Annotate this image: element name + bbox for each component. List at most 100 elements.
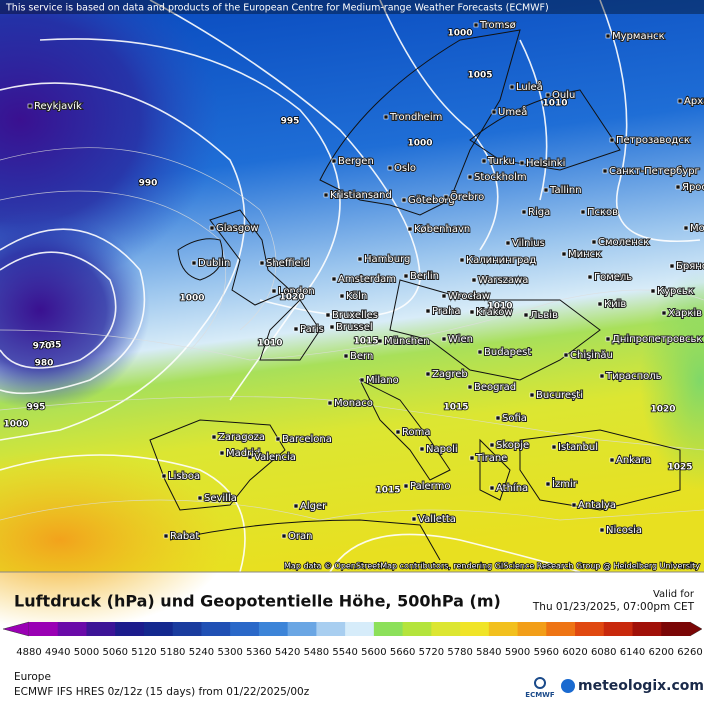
city-label: Brussel	[336, 322, 373, 333]
city-dot	[545, 92, 551, 98]
colorbar-tick-label: 5240	[189, 647, 214, 658]
city-label: Lisboa	[168, 471, 200, 482]
city-label: Riga	[528, 207, 550, 218]
city-label: Wien	[448, 334, 473, 345]
colorbar-tick-label: 5900	[505, 647, 530, 658]
colorbar-swatch	[86, 622, 116, 636]
city-dot	[521, 209, 527, 215]
isobar-label: 1010	[542, 99, 567, 109]
city-label: Смоленск	[598, 237, 649, 248]
city-dot	[323, 192, 329, 198]
city-label: Warszawa	[478, 275, 528, 286]
colorbar-tick-label: 5180	[160, 647, 185, 658]
city-dot	[383, 114, 389, 120]
colorbar-swatch	[258, 622, 289, 636]
isobar-label: 1010	[257, 339, 282, 349]
colorbar-swatch	[460, 622, 490, 636]
city-label: Barcelona	[282, 434, 332, 445]
colorbar-tick-label: 5120	[131, 647, 156, 658]
city-dot	[219, 450, 225, 456]
city-dot	[563, 352, 569, 358]
city-label: Sheffield	[266, 258, 310, 269]
colorbar-swatch	[230, 622, 260, 636]
city-label: Харків	[668, 307, 702, 319]
city-dot	[359, 377, 365, 383]
city-label: Брянск	[676, 261, 704, 272]
city-dot	[587, 274, 593, 280]
city-label: Umeå	[498, 105, 527, 118]
city-label: Tromsø	[479, 20, 516, 31]
city-label: Zaragoza	[218, 432, 265, 443]
city-dot	[339, 293, 345, 299]
isobar-label: 995	[281, 117, 300, 127]
city-dot	[407, 226, 413, 232]
isobar-label: 1010	[487, 302, 512, 312]
city-dot	[343, 353, 349, 359]
city-label: Bruxelles	[332, 310, 378, 321]
city-label: Stockholm	[474, 172, 527, 183]
isobar-label: 970	[33, 342, 52, 352]
isobar-label: 1025	[667, 463, 692, 473]
colorbar-tick-label: 5420	[275, 647, 300, 658]
colorbar-tick-label: 6200	[649, 647, 674, 658]
meteologix-logo[interactable]: meteologix.com	[578, 678, 704, 694]
city-dot	[597, 301, 603, 307]
isobar-label: 980	[35, 359, 54, 369]
colorbar-tick-label: 6260	[677, 647, 702, 658]
city-label: Amsterdam	[338, 274, 396, 285]
city-label: Luleå	[516, 80, 543, 93]
city-label: Ankara	[616, 455, 651, 466]
city-dot	[561, 251, 567, 257]
city-dot	[467, 174, 473, 180]
city-label: Trondheim	[389, 112, 442, 123]
colorbar-swatch	[402, 622, 432, 636]
colorbar-tick-label: 6140	[620, 647, 645, 658]
colorbar-swatch	[373, 622, 404, 636]
city-dot	[459, 257, 465, 263]
city-dot	[477, 349, 483, 355]
city-dot	[161, 473, 167, 479]
city-label: Мурманск	[612, 31, 665, 42]
city-dot	[545, 481, 551, 487]
city-dot	[403, 483, 409, 489]
city-label: Zagreb	[432, 369, 468, 380]
notice: This service is based on data and produc…	[5, 3, 549, 14]
city-dot	[281, 533, 287, 539]
city-label: Reykjavík	[34, 100, 82, 112]
city-dot	[551, 444, 557, 450]
city-dot	[471, 277, 477, 283]
city-dot	[197, 495, 203, 501]
city-dot	[259, 260, 265, 266]
city-dot	[377, 338, 383, 344]
city-dot	[683, 225, 689, 231]
city-label: Kraków	[476, 306, 513, 318]
city-label: Арха	[684, 96, 704, 107]
colorbar-swatch	[575, 622, 605, 636]
city-label: Alger	[300, 501, 327, 512]
city-label: Sevilla	[204, 493, 237, 504]
city-dot	[599, 527, 605, 533]
city-label: Vilnius	[512, 238, 545, 249]
city-dot	[599, 373, 605, 379]
city-label: Ярос	[682, 182, 704, 193]
city-label: Antalya	[578, 500, 616, 511]
city-dot	[441, 336, 447, 342]
ecmwf-logo: ECMWF	[525, 691, 555, 699]
colorbar-swatch	[488, 622, 518, 636]
colorbar-tick-label: 5960	[534, 647, 559, 658]
colorbar-tick-label: 5720	[419, 647, 444, 658]
city-dot	[605, 33, 611, 39]
city-label: Oulu	[552, 90, 575, 101]
isobar-label: 1000	[407, 139, 432, 149]
colorbar-tick-label: 5540	[332, 647, 357, 658]
city-dot	[271, 288, 277, 294]
city-label: Dublin	[198, 258, 230, 269]
colorbar-tick-label: 5060	[102, 647, 127, 658]
city-label: København	[414, 224, 470, 235]
city-label: Nicosia	[606, 525, 642, 536]
city-dot	[27, 103, 33, 109]
colorbar-tick-label: 5300	[217, 647, 242, 658]
city-dot	[661, 310, 667, 316]
city-label: Санкт-Петербург	[609, 166, 700, 177]
